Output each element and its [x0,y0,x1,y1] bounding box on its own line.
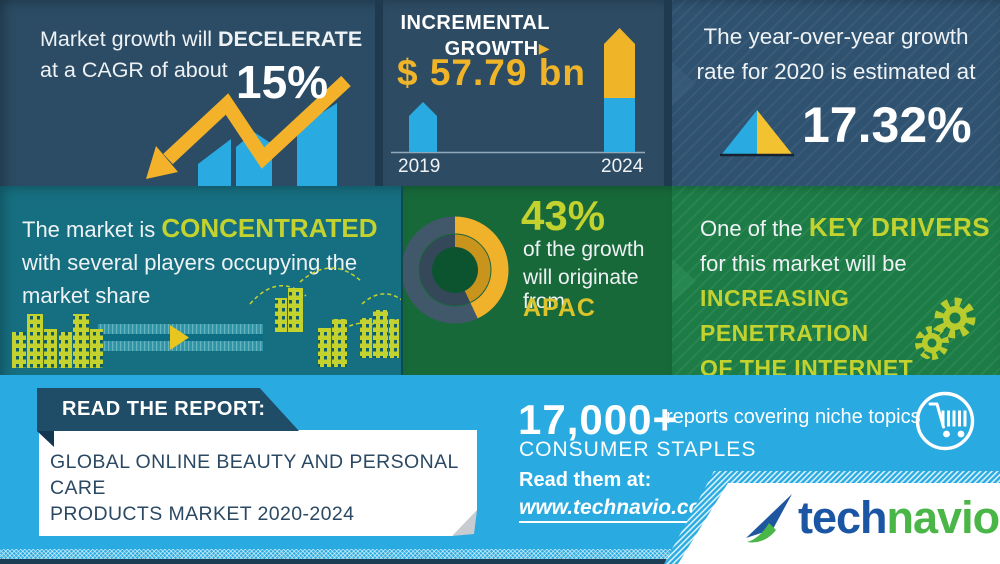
incremental-title-line1: INCREMENTAL [400,12,550,34]
top-row: Market growth will DECELERATE at a CAGR … [0,0,1000,186]
buildings-left-windows [12,314,103,368]
footer-white-corner [664,471,1000,564]
panel-market-concentrated: The market is CONCENTRATED with several … [0,186,401,375]
year-label-2024: 2024 [601,156,644,177]
play-arrow-icon: ▶ [538,40,550,56]
weave-texture-band [0,549,1000,559]
up-triangle-icon [720,110,794,157]
panel-yoy-growth: The year-over-year growth rate for 2020 … [672,0,1000,186]
keydrivers-text: One of the KEY DRIVERS for this market w… [700,210,1000,375]
down-left-arrowhead-icon [146,146,178,179]
keydrivers-line3: INCREASING PENETRATION [700,285,869,346]
keydrivers-line4: OF THE INTERNET [700,355,914,375]
concentrated-line3: market share [22,283,151,308]
incremental-value: $ 57.79 bn [397,52,586,93]
reports-count: 17,000+ [518,396,678,443]
logo-navio: navio [886,492,1000,543]
report-title-card[interactable]: GLOBAL ONLINE BEAUTY AND PERSONAL CARE P… [39,430,477,536]
reports-count-suffix: reports covering niche topics [666,406,921,428]
concentrated-pre: The market is [22,217,162,242]
yoy-line2: rate for 2020 is estimated at [696,59,976,84]
page-fold-icon [452,510,477,536]
read-report-label: READ THE REPORT: [62,398,266,420]
decelerate-keyword: DECELERATE [218,27,363,51]
concentrated-line2: with several players occupying the [22,250,358,275]
technavio-logo: technavio [742,492,1000,548]
logo-wordmark: technavio [798,492,1000,544]
connection-arcs-icon [249,267,401,339]
decelerate-line1-pre: Market growth will [40,27,219,51]
keydrivers-line2: for this market will be [700,251,907,276]
read-them-at-label: Read them at: [519,469,652,491]
incremental-growth-bar-chart [391,28,645,154]
yoy-line1: The year-over-year growth [703,24,969,49]
apac-line1: of the growth [523,238,645,261]
cart-icon [915,391,975,451]
buildings-right-windows [275,288,399,367]
footer-row: READ THE REPORT: GLOBAL ONLINE BEAUTY AN… [0,375,1000,564]
yoy-value: 17.32% [802,97,972,153]
decelerate-line2: at a CAGR of about [40,58,228,82]
panel-key-drivers: One of the KEY DRIVERS for this market w… [672,186,1000,375]
yoy-text: The year-over-year growth rate for 2020 … [672,19,1000,89]
apac-line2: will originate from [523,266,639,313]
panel-incremental-growth: INCREMENTAL GROWTH▶ $ 57.79 bn 2019 2024 [383,0,664,186]
report-title: GLOBAL ONLINE BEAUTY AND PERSONAL CARE P… [50,449,477,527]
decelerate-text: Market growth will DECELERATE at a CAGR … [40,24,362,86]
panel-market-growth: Market growth will DECELERATE at a CAGR … [0,0,375,186]
concentrated-text: The market is CONCENTRATED with several … [22,212,378,312]
incremental-title-line2: GROWTH [444,38,539,60]
chevron-right-icon [672,259,696,303]
report-title-line2: PRODUCTS MARKET 2020-2024 [50,503,355,525]
website-link[interactable]: www.technavio.com [519,496,721,523]
incremental-title: INCREMENTAL GROWTH▶ [400,11,550,62]
report-title-line1: GLOBAL ONLINE BEAUTY AND PERSONAL CARE [50,451,459,499]
apac-share-value: 43% [521,192,606,239]
keydrivers-pre: One of the [700,216,809,241]
bottom-navy-strip [0,559,1000,564]
buildings-market-share-illustration [12,267,401,368]
concentrated-keyword: CONCENTRATED [161,213,378,243]
apac-donut-chart [403,216,509,324]
read-report-ribbon: READ THE REPORT: [37,388,299,431]
category-label: CONSUMER STAPLES [519,438,757,461]
middle-row: The market is CONCENTRATED with several … [0,186,1000,375]
apac-region-label: APAC [523,294,596,322]
flow-arrow-icon [170,325,189,350]
gears-icon [915,297,976,360]
logo-tech: tech [798,492,888,543]
declining-trend-chart-icon [146,75,351,186]
cagr-value: 15% [236,56,329,108]
logo-mark-icon [746,494,792,543]
keydrivers-keyword: KEY DRIVERS [808,212,991,242]
year-label-2019: 2019 [398,156,441,177]
panel-apac-growth: 43% of the growth will originate from AP… [403,186,672,375]
